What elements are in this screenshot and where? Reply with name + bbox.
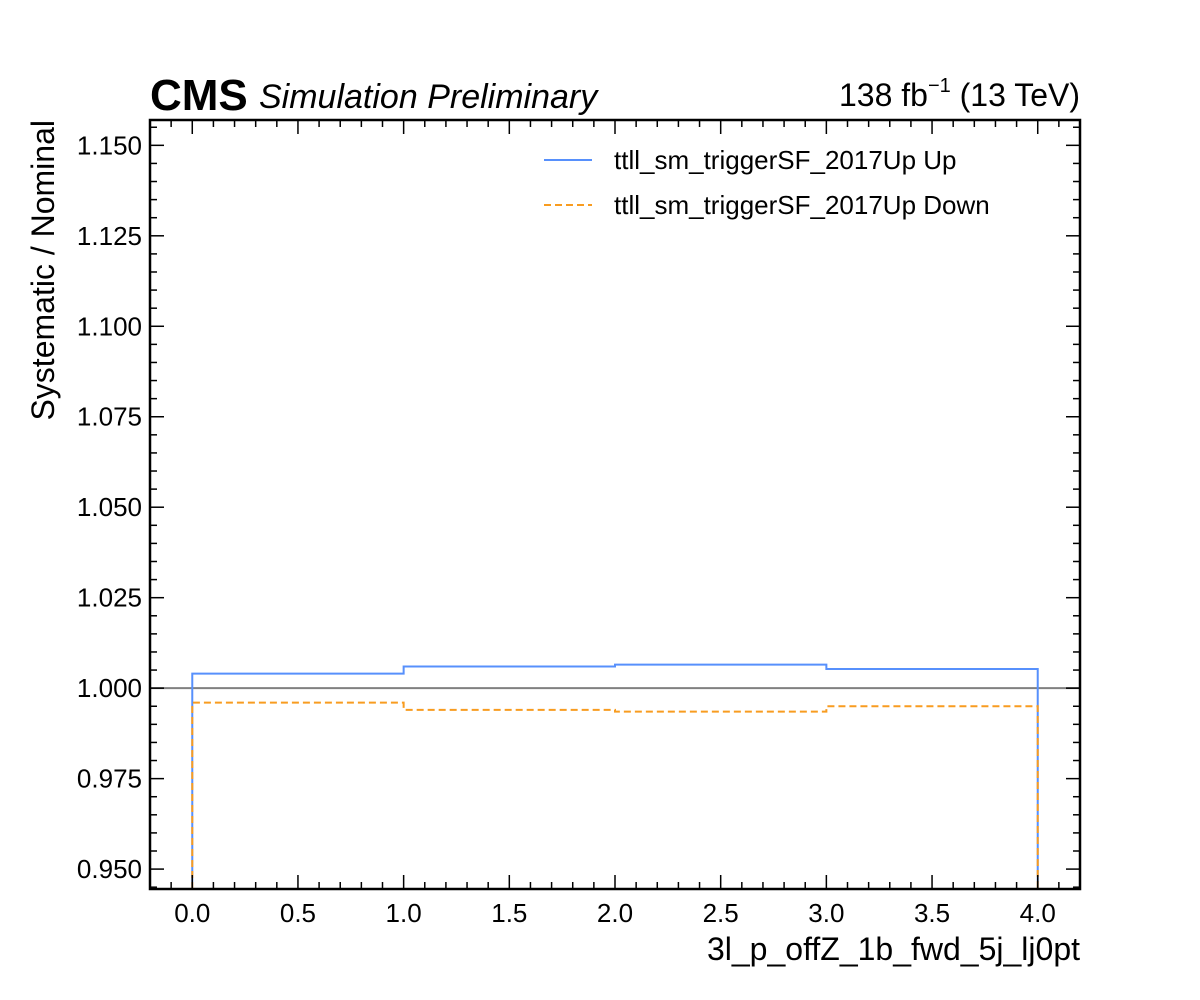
series-group: [191, 663, 1039, 889]
plot-frame: [148, 118, 1082, 891]
x-tick-label: 0.5: [280, 898, 316, 928]
x-tick-label: 2.0: [597, 898, 633, 928]
y-tick-label: 1.000: [77, 673, 142, 703]
legend: ttll_sm_triggerSF_2017Up Up ttll_sm_trig…: [544, 145, 990, 220]
tick-labels-group: 0.0 0.5 1.0 1.5 2.0 2.5 3.0 3.5 4.0 0.950 0.975 1.0…: [77, 130, 1056, 928]
y-tick-label: 1.050: [77, 492, 142, 522]
x-tick-label: 1.0: [386, 898, 422, 928]
y-tick-label: 1.125: [77, 221, 142, 251]
x-tick-label: 3.5: [914, 898, 950, 928]
y-tick-label: 0.975: [77, 764, 142, 794]
x-tick-label: 4.0: [1020, 898, 1056, 928]
y-tick-label: 1.150: [77, 130, 142, 160]
legend-label-down: ttll_sm_triggerSF_2017Up Down: [614, 190, 990, 220]
ticks-group: [149, 120, 1081, 889]
lumi-exponent: −1: [928, 75, 951, 97]
y-tick-label: 0.950: [77, 854, 142, 884]
simulation-preliminary-label: Simulation Preliminary: [259, 78, 599, 116]
x-tick-label: 2.5: [703, 898, 739, 928]
energy-label: (13 TeV): [951, 77, 1080, 113]
luminosity-label: 138 fb−1 (13 TeV): [839, 75, 1080, 113]
y-tick-label: 1.025: [77, 583, 142, 613]
x-tick-label: 0.0: [174, 898, 210, 928]
x-tick-label: 1.5: [491, 898, 527, 928]
y-tick-label: 1.075: [77, 402, 142, 432]
lumi-value: 138 fb: [839, 77, 928, 113]
x-axis-title: 3l_p_offZ_1b_fwd_5j_lj0pt: [707, 931, 1080, 967]
legend-label-up: ttll_sm_triggerSF_2017Up Up: [614, 145, 957, 175]
x-tick-label: 3.0: [808, 898, 844, 928]
cms-label: CMS: [150, 71, 248, 120]
y-tick-label: 1.100: [77, 311, 142, 341]
y-axis-title: Systematic / Nominal: [25, 120, 61, 421]
series-step-up: [191, 663, 1039, 889]
series-step-down: [191, 701, 1039, 889]
